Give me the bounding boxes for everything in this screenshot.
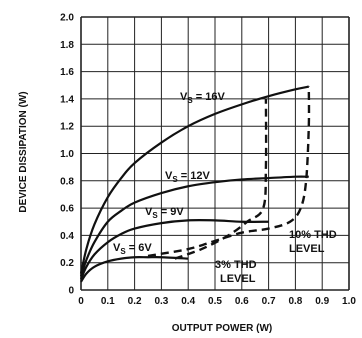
series-line-5 [174, 98, 268, 260]
y-tick-label: 2.0 [60, 13, 74, 24]
thd-label-line2-4: LEVEL [289, 243, 325, 255]
thd-label-line2-5: LEVEL [220, 273, 256, 285]
x-tick-label: 0 [78, 296, 84, 307]
data-series [79, 85, 311, 283]
y-axis-label: DEVICE DISSIPATION (W) [18, 91, 29, 212]
series-line-1 [79, 175, 309, 277]
x-tick-label: 0.9 [315, 296, 329, 307]
x-tick-label: 0.3 [154, 296, 168, 307]
series-line-3 [80, 256, 189, 283]
y-tick-label: 0.6 [60, 204, 74, 215]
y-tick-label: 1.8 [60, 40, 74, 51]
x-tick-label: 0.1 [101, 296, 115, 307]
y-tick-label: 0.4 [60, 231, 74, 242]
series-line-4 [147, 86, 311, 258]
x-tick-label: 0.2 [128, 296, 142, 307]
chart-grid [80, 16, 350, 291]
y-tick-label: 0.8 [60, 176, 74, 187]
x-tick-label: 0.7 [262, 296, 276, 307]
x-tick-label: 0.5 [208, 296, 222, 307]
series-label-3: VS = 6V [113, 242, 152, 256]
series-label-1: VS = 12V [165, 170, 210, 184]
thd-label-line1-4: 10% THD [289, 229, 337, 241]
x-tick-label: 0.6 [235, 296, 249, 307]
x-tick-label: 1.0 [342, 296, 356, 307]
series-labels: VS = 16V VS = 12V VS = 9V VS = 6V 10% THD LEV… [113, 91, 337, 285]
y-tick-label: 1.0 [60, 149, 74, 160]
y-tick-label: 0.2 [60, 258, 74, 269]
series-line-2 [79, 219, 269, 280]
thd-label-line1-5: 3% THD [215, 259, 257, 271]
x-axis-label: OUTPUT POWER (W) [172, 323, 273, 334]
series-label-0: VS = 16V [180, 91, 225, 105]
series-line-0 [79, 85, 310, 274]
y-tick-label: 0 [68, 286, 74, 297]
y-tick-label: 1.4 [60, 94, 74, 105]
y-tick-label: 1.2 [60, 122, 74, 133]
y-tick-label: 1.6 [60, 67, 74, 78]
x-tick-label: 0.8 [288, 296, 302, 307]
tick-labels: 0 0.1 0.2 0.3 0.4 0.5 0.6 0.7 0.8 0.9 1.0 0 0.2 0.4 0.… [60, 13, 356, 308]
series-label-2: VS = 9V [145, 206, 184, 220]
x-tick-label: 0.4 [181, 296, 195, 307]
